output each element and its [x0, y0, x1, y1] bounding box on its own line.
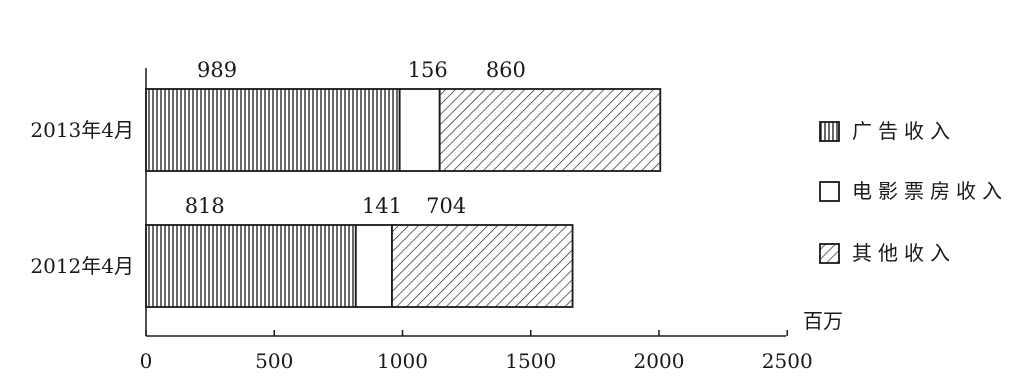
- legend-swatch: [819, 121, 840, 142]
- legend-label: 广告收入: [852, 119, 956, 143]
- data-label: 818: [185, 194, 225, 218]
- bar-segment: [391, 224, 574, 308]
- x-axis-unit: 百万: [803, 309, 843, 333]
- legend-swatch: [819, 243, 840, 264]
- data-label: 989: [197, 58, 237, 82]
- x-tick-label: 500: [255, 349, 293, 373]
- legend-label: 电影票房收入: [852, 179, 1008, 203]
- data-label: 704: [426, 194, 466, 218]
- legend-swatch: [819, 181, 840, 202]
- data-label: 156: [408, 58, 448, 82]
- bar-segment: [398, 88, 441, 172]
- plot-area: 0 500 1000 1500 2000 2500 百万 2013年4月 989 156 860 20…: [30, 58, 843, 373]
- x-tick-label: 2500: [762, 349, 813, 373]
- data-label: 860: [486, 58, 526, 82]
- x-tick-label: 0: [140, 349, 153, 373]
- x-tick-label: 1500: [505, 349, 556, 373]
- category-label: 2013年4月: [30, 118, 134, 142]
- bar-segment: [438, 88, 662, 172]
- x-tick-label: 2000: [634, 349, 685, 373]
- data-label: 141: [362, 194, 402, 218]
- legend-label: 其他收入: [852, 241, 956, 265]
- bar-segment: [145, 88, 401, 172]
- bar-segment: [145, 224, 357, 308]
- x-tick-label: 1000: [377, 349, 428, 373]
- category-label: 2012年4月: [30, 254, 134, 278]
- bar-segment: [354, 224, 393, 308]
